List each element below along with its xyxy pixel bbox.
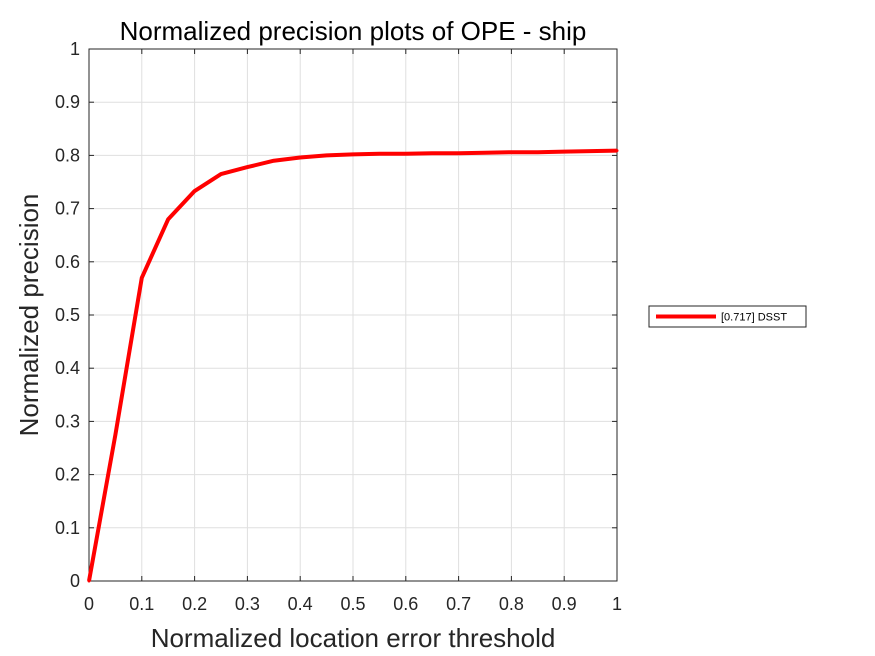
- x-tick-label: 0.2: [182, 594, 207, 614]
- axis-ticks: 0 0.1 0.2 0.3 0.4 0.5 0.6 0.7 0.8 0.9 1 0 0.1 0.2 0.3 0…: [55, 39, 622, 614]
- x-tick-label: 0.8: [499, 594, 524, 614]
- data-point: [430, 151, 434, 155]
- grid: [88, 48, 618, 582]
- data-point: [113, 433, 117, 437]
- x-tick-label: 1: [612, 594, 622, 614]
- data-point: [509, 150, 513, 154]
- x-tick-label: 0.7: [446, 594, 471, 614]
- series-layer: [87, 148, 619, 583]
- y-axis-label: Normalized precision: [14, 194, 44, 437]
- data-point: [536, 150, 540, 154]
- legend: [0.717] DSST: [648, 305, 807, 328]
- legend-box: [648, 305, 807, 328]
- y-tick-label: 0.5: [55, 305, 80, 325]
- data-point: [377, 152, 381, 156]
- x-tick-label: 0.6: [393, 594, 418, 614]
- x-tick-label: 0.1: [129, 594, 154, 614]
- x-tick-label: 0: [84, 594, 94, 614]
- y-tick-label: 0.9: [55, 92, 80, 112]
- y-tick-label: 0.2: [55, 465, 80, 485]
- data-point: [562, 150, 566, 154]
- data-point: [245, 165, 249, 169]
- data-point: [140, 276, 144, 280]
- chart-title: Normalized precision plots of OPE - ship: [120, 16, 587, 46]
- data-point: [589, 149, 593, 153]
- x-tick-label: 0.4: [288, 594, 313, 614]
- data-point: [351, 152, 355, 156]
- legend-label: [0.717] DSST: [721, 312, 787, 324]
- data-point: [483, 151, 487, 155]
- data-point: [325, 153, 329, 157]
- y-tick-label: 0: [70, 571, 80, 591]
- y-tick-label: 0.6: [55, 252, 80, 272]
- data-point: [166, 217, 170, 221]
- data-point: [272, 159, 276, 163]
- data-point: [193, 189, 197, 193]
- data-point: [615, 149, 619, 153]
- y-tick-label: 0.7: [55, 199, 80, 219]
- x-tick-label: 0.5: [340, 594, 365, 614]
- y-tick-label: 1: [70, 39, 80, 59]
- data-point: [298, 156, 302, 160]
- x-axis-label: Normalized location error threshold: [151, 623, 556, 653]
- data-point: [87, 579, 91, 583]
- data-point: [219, 172, 223, 176]
- x-tick-label: 0.9: [552, 594, 577, 614]
- x-tick-label: 0.3: [235, 594, 260, 614]
- data-point: [404, 152, 408, 156]
- data-point: [457, 151, 461, 155]
- y-tick-label: 0.3: [55, 411, 80, 431]
- y-tick-label: 0.4: [55, 358, 80, 378]
- y-tick-label: 0.8: [55, 145, 80, 165]
- y-tick-label: 0.1: [55, 518, 80, 538]
